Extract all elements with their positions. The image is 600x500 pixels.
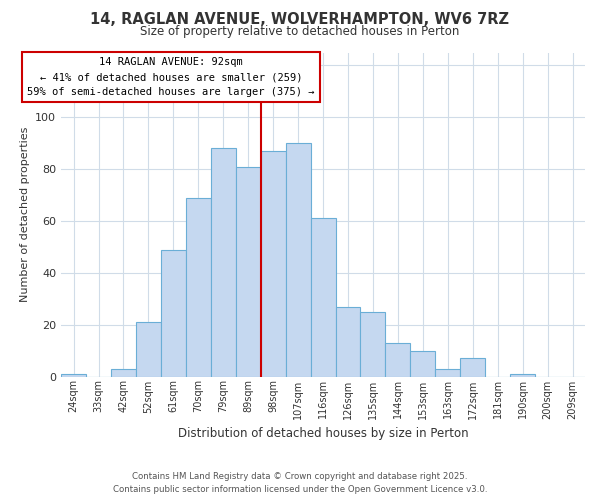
Bar	[460, 358, 485, 376]
Text: 14, RAGLAN AVENUE, WOLVERHAMPTON, WV6 7RZ: 14, RAGLAN AVENUE, WOLVERHAMPTON, WV6 7R…	[91, 12, 509, 28]
Bar	[436, 368, 460, 376]
Bar	[510, 374, 535, 376]
Bar	[186, 198, 211, 376]
Text: Contains HM Land Registry data © Crown copyright and database right 2025.
Contai: Contains HM Land Registry data © Crown c…	[113, 472, 487, 494]
Bar	[361, 312, 385, 376]
Bar	[111, 368, 136, 376]
Bar	[410, 350, 436, 376]
Bar	[211, 148, 236, 376]
Bar	[335, 306, 361, 376]
Bar	[260, 151, 286, 376]
Bar	[311, 218, 335, 376]
X-axis label: Distribution of detached houses by size in Perton: Distribution of detached houses by size …	[178, 427, 469, 440]
Bar	[236, 166, 260, 376]
Bar	[161, 250, 186, 376]
Bar	[286, 143, 311, 376]
Bar	[385, 343, 410, 376]
Bar	[136, 322, 161, 376]
Text: 14 RAGLAN AVENUE: 92sqm
← 41% of detached houses are smaller (259)
59% of semi-d: 14 RAGLAN AVENUE: 92sqm ← 41% of detache…	[28, 58, 315, 97]
Text: Size of property relative to detached houses in Perton: Size of property relative to detached ho…	[140, 24, 460, 38]
Y-axis label: Number of detached properties: Number of detached properties	[20, 127, 29, 302]
Bar	[61, 374, 86, 376]
